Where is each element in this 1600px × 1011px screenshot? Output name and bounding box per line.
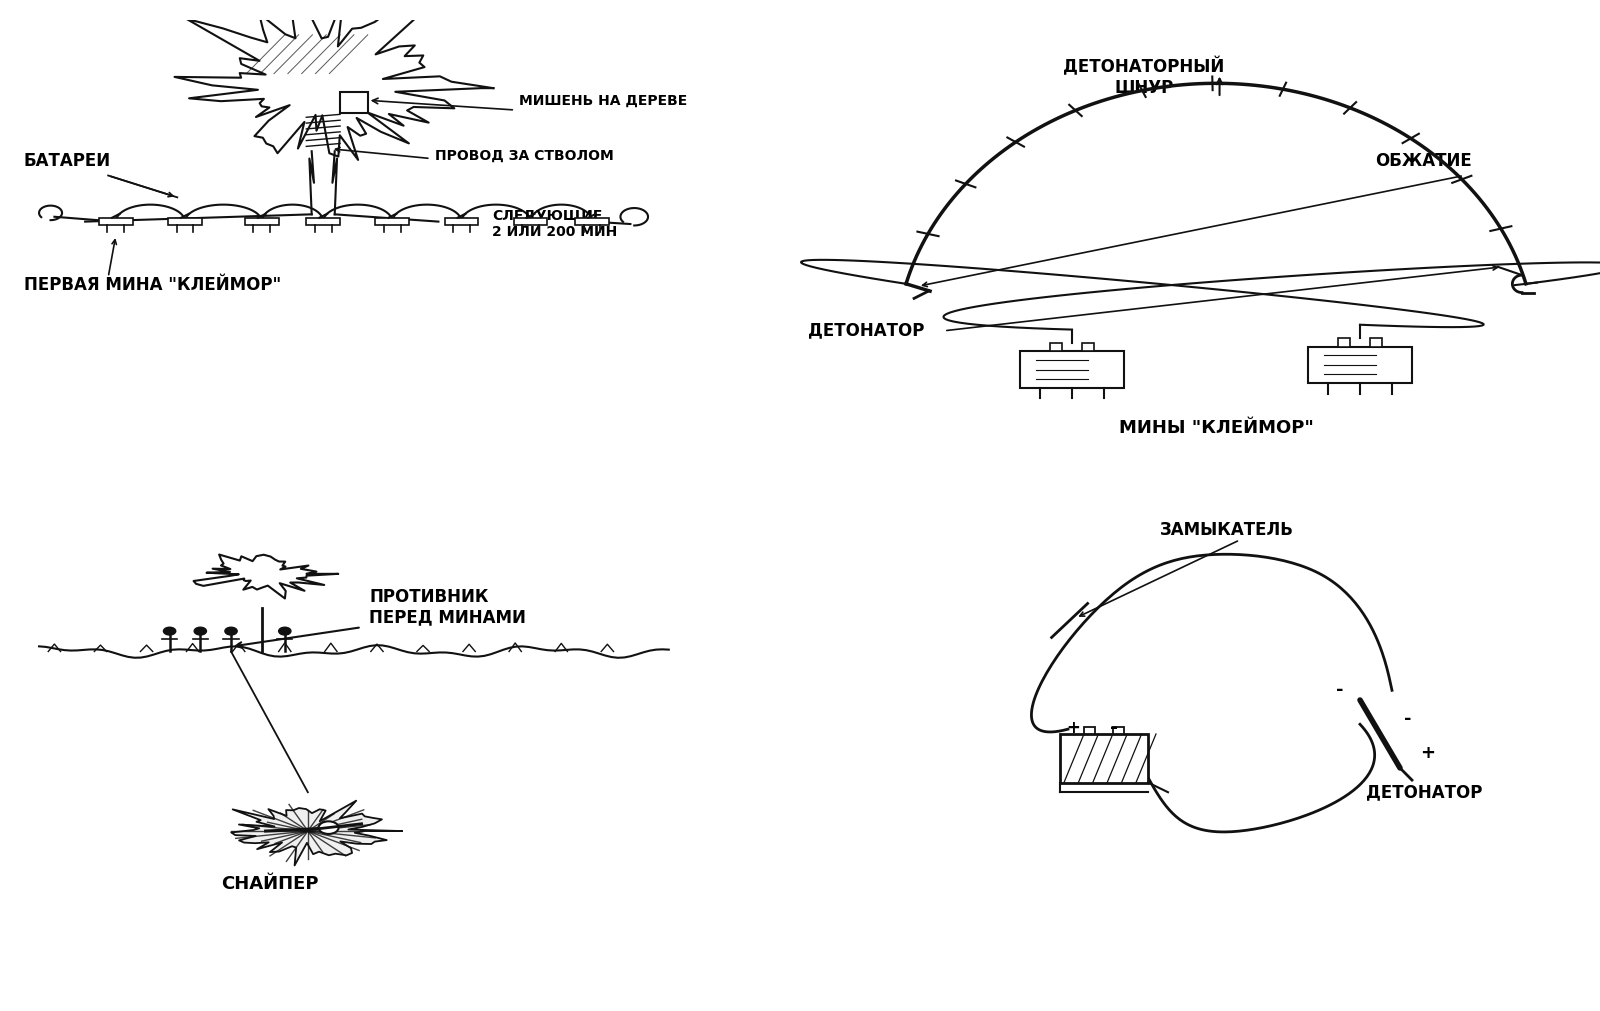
Text: -: - — [1336, 681, 1344, 700]
Text: ПРОТИВНИК
ПЕРЕД МИНАМИ: ПРОТИВНИК ПЕРЕД МИНАМИ — [370, 587, 526, 627]
Bar — [306, 217, 341, 225]
Text: ОБЖАТИЕ: ОБЖАТИЕ — [1376, 152, 1472, 170]
Bar — [341, 92, 368, 113]
Text: +: + — [1067, 719, 1080, 737]
Circle shape — [163, 627, 176, 635]
Bar — [514, 217, 547, 225]
Text: -: - — [1405, 711, 1411, 728]
Circle shape — [194, 627, 206, 635]
Text: ДЕТОНАТОР: ДЕТОНАТОР — [1366, 784, 1482, 801]
Bar — [1338, 338, 1350, 347]
Text: МИНЫ "КЛЕЙМОР": МИНЫ "КЛЕЙМОР" — [1118, 419, 1314, 437]
Text: ДЕТОНАТОРНЫЙ
ШНУР: ДЕТОНАТОРНЫЙ ШНУР — [1064, 57, 1224, 97]
Text: МИШЕНЬ НА ДЕРЕВЕ: МИШЕНЬ НА ДЕРЕВЕ — [518, 94, 688, 107]
Bar — [168, 217, 202, 225]
Bar — [445, 217, 478, 225]
Text: ПЕРВАЯ МИНА "КЛЕЙМОР": ПЕРВАЯ МИНА "КЛЕЙМОР" — [24, 276, 282, 293]
Text: ДЕТОНАТОР: ДЕТОНАТОР — [808, 321, 925, 340]
Bar — [1083, 343, 1094, 352]
Bar — [1370, 338, 1382, 347]
Bar — [1051, 343, 1062, 352]
Bar — [1114, 727, 1123, 734]
Text: ПРОВОД ЗА СТВОЛОМ: ПРОВОД ЗА СТВОЛОМ — [435, 149, 613, 163]
Circle shape — [318, 821, 339, 834]
Bar — [1021, 352, 1123, 388]
Text: СЛЕДУЮЩИЕ
2 ИЛИ 200 МИН: СЛЕДУЮЩИЕ 2 ИЛИ 200 МИН — [493, 209, 618, 240]
Text: ЗАМЫКАТЕЛЬ: ЗАМЫКАТЕЛЬ — [1160, 521, 1294, 539]
Bar — [574, 217, 610, 225]
Bar — [99, 217, 133, 225]
Text: СНАЙПЕР: СНАЙПЕР — [221, 876, 318, 894]
Circle shape — [226, 627, 237, 635]
Polygon shape — [174, 0, 493, 160]
Text: +: + — [1421, 744, 1435, 762]
Polygon shape — [194, 555, 338, 599]
Text: -: - — [1110, 718, 1117, 737]
Text: БАТАРЕИ: БАТАРЕИ — [24, 152, 110, 170]
Circle shape — [278, 627, 291, 635]
Bar — [1309, 347, 1413, 383]
Bar — [376, 217, 410, 225]
Bar — [1085, 727, 1094, 734]
Bar — [1059, 734, 1149, 783]
Bar — [245, 217, 278, 225]
Polygon shape — [232, 801, 402, 865]
